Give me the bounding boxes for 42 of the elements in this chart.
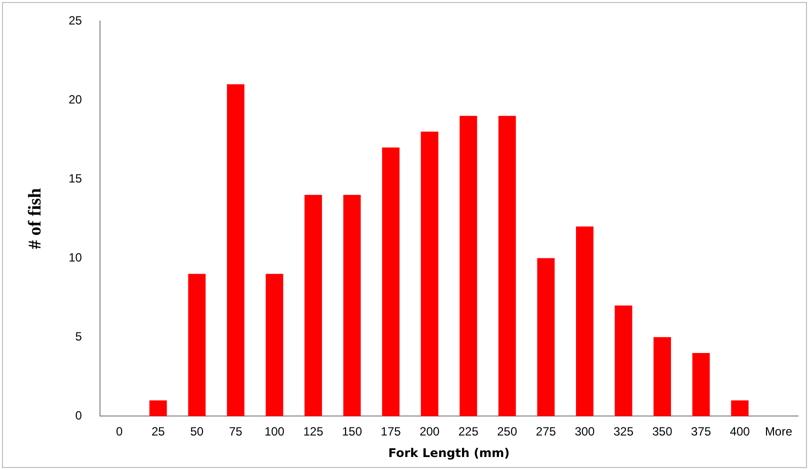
x-tick-label: 50 xyxy=(190,424,204,439)
x-tick-label: 175 xyxy=(380,424,402,439)
x-tick-label: 100 xyxy=(264,424,285,439)
bar xyxy=(537,258,555,416)
x-tick-label: 75 xyxy=(229,424,243,439)
x-tick-label: 250 xyxy=(497,424,518,439)
y-axis-title: # of fish xyxy=(24,188,44,250)
bar xyxy=(498,116,516,416)
bar xyxy=(266,274,284,416)
x-axis-title: Fork Length (mm) xyxy=(388,446,510,460)
y-tick-label: 20 xyxy=(68,92,82,106)
y-tick-label: 0 xyxy=(75,408,82,423)
x-tick-label: 375 xyxy=(691,424,712,439)
x-tick-label: 325 xyxy=(613,424,634,439)
bar xyxy=(188,274,206,416)
bar xyxy=(692,352,710,416)
bar xyxy=(576,226,594,416)
y-tick-label: 15 xyxy=(68,171,82,186)
bar xyxy=(382,147,400,416)
bar xyxy=(420,132,438,416)
y-tick-label: 10 xyxy=(68,250,82,264)
bar xyxy=(731,400,749,416)
x-tick-label: 0 xyxy=(116,424,123,439)
x-tick-label: 225 xyxy=(458,424,479,439)
bar xyxy=(226,84,244,416)
bar xyxy=(304,194,322,416)
x-tick-label: 300 xyxy=(574,424,596,439)
bar xyxy=(343,194,361,416)
bar xyxy=(149,400,167,416)
x-tick-label: 125 xyxy=(303,424,324,439)
y-tick-label: 25 xyxy=(68,13,82,28)
bar xyxy=(460,116,478,416)
x-tick-label: 25 xyxy=(151,424,166,439)
x-tick-label: 275 xyxy=(536,424,556,439)
bar xyxy=(654,337,671,416)
y-tick-label: 5 xyxy=(75,329,82,344)
x-tick-label: 200 xyxy=(420,424,440,439)
x-tick-label: 150 xyxy=(342,424,362,439)
x-tick-label: 350 xyxy=(652,424,673,439)
x-tick-label: 400 xyxy=(730,424,750,439)
x-tick-label: More xyxy=(764,424,793,439)
bar xyxy=(614,306,632,416)
